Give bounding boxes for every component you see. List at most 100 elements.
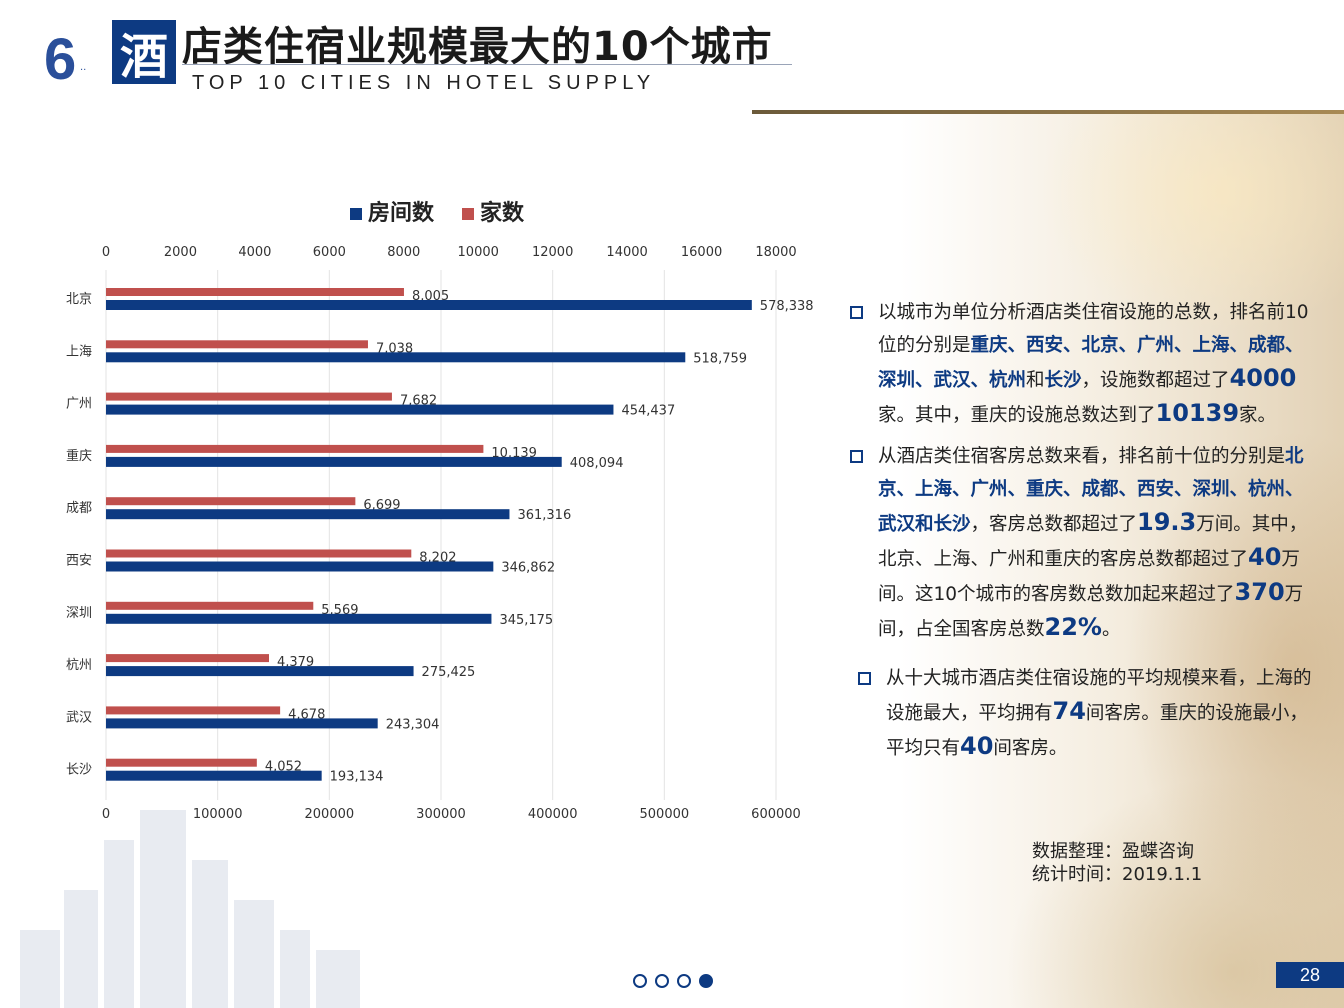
rooms-bar xyxy=(106,718,378,729)
bullet2-text-a: 从酒店类住宿客房总数来看，排名前十位的分别是 xyxy=(878,446,1286,467)
photo-top-border xyxy=(752,110,1344,114)
top-axis-tick-label: 10000 xyxy=(458,245,499,260)
top-axis-tick-label: 0 xyxy=(102,245,110,260)
bullet3-text-e: 间客房。 xyxy=(993,738,1068,759)
bottom-axis-tick-label: 500000 xyxy=(640,807,690,822)
bullet1-text-e: ，设施数都超过了 xyxy=(1081,370,1230,391)
hotels-bar xyxy=(106,340,368,349)
title-first-char-box: 酒 xyxy=(112,20,176,85)
rooms-data-label: 193,134 xyxy=(330,770,384,785)
bottom-axis-tick-label: 600000 xyxy=(751,807,801,822)
bullet2-text-e: 万间。其中，北京、上海、广州和重庆的客房总数都超过了 xyxy=(878,514,1308,570)
bullet2-text-c: ，客房总数都超过了 xyxy=(970,514,1138,535)
top-axis-tick-label: 8000 xyxy=(387,245,420,260)
page-dot-2[interactable] xyxy=(655,974,669,988)
rooms-bar xyxy=(106,613,492,624)
bottom-axis-tick-label: 100000 xyxy=(193,807,243,822)
background-photo xyxy=(752,112,1344,1008)
bullet3-chongqing-avg: 40 xyxy=(960,732,994,760)
rooms-data-label: 518,759 xyxy=(693,351,747,366)
slide-pagination xyxy=(633,974,713,988)
hotels-bar xyxy=(106,392,392,401)
category-label: 深圳 xyxy=(66,606,92,621)
page-dot-4-active[interactable] xyxy=(699,974,713,988)
top-axis-tick-label: 6000 xyxy=(313,245,346,260)
bullet1-chongqing-total: 10139 xyxy=(1155,399,1240,427)
rooms-bar xyxy=(106,404,614,415)
hotel-supply-bar-chart: 房间数 家数 0 2000 4000 6000 8000 10000 12000 14000 160… xyxy=(66,200,814,822)
bullet3-text-c: 间客房。重庆的设施最小，平均只有 xyxy=(886,703,1308,759)
legend-label-1: 房间数 xyxy=(368,200,435,226)
category-label: 北京 xyxy=(66,292,92,307)
rooms-bar xyxy=(106,509,510,520)
top-axis-tick-label: 16000 xyxy=(681,245,722,260)
rooms-data-label: 361,316 xyxy=(517,508,571,523)
bullet2-text-k: 。 xyxy=(1101,619,1121,640)
category-label: 上海 xyxy=(66,344,92,359)
category-label: 西安 xyxy=(66,554,92,569)
page-number: 28 xyxy=(1276,962,1344,988)
page-subtitle-en: TOP 10 CITIES IN HOTEL SUPPLY xyxy=(192,72,656,94)
rooms-data-label: 408,094 xyxy=(570,456,624,471)
page-dot-3[interactable] xyxy=(677,974,691,988)
rooms-data-label: 275,425 xyxy=(422,665,476,680)
bullet2-text-i: 万间，占全国客房总数 xyxy=(878,584,1304,640)
rooms-data-label: 243,304 xyxy=(386,717,440,732)
section-number-dots: .. xyxy=(80,62,87,73)
rooms-data-label: 454,437 xyxy=(621,404,675,419)
top-axis-tick-label: 4000 xyxy=(238,245,271,260)
top-axis-tick-label: 14000 xyxy=(606,245,647,260)
bullet1-cities: 重庆、西安、北京、广州、上海、成都、深圳、武汉、杭州 xyxy=(878,335,1304,391)
hotels-bar xyxy=(106,288,404,296)
bottom-axis-tick-label: 300000 xyxy=(416,807,466,822)
top-axis-tick-label: 12000 xyxy=(532,245,573,260)
analysis-bullet-2: 从酒店类住宿客房总数来看，排名前十位的分别是北京、上海、广州、重庆、成都、西安、… xyxy=(848,440,1318,646)
bullet2-cities: 北京、上海、广州、重庆、成都、西安、深圳、杭州、武汉和长沙 xyxy=(878,446,1304,535)
square-bullet-icon xyxy=(858,672,871,685)
bottom-axis-tick-label: 0 xyxy=(102,807,110,822)
rooms-bar xyxy=(106,770,322,781)
category-label: 成都 xyxy=(66,501,92,516)
rooms-data-label: 578,338 xyxy=(760,299,814,314)
square-bullet-icon xyxy=(850,450,863,463)
bullet1-text-i: 家。 xyxy=(1239,405,1277,426)
legend-swatch-1 xyxy=(350,208,362,220)
top-axis-tick-label: 2000 xyxy=(164,245,197,260)
hotels-bar xyxy=(106,497,356,506)
bullet2-text-g: 万间。这10个城市的客房数总数加起来超过了 xyxy=(878,549,1300,605)
analysis-panel: 以城市为单位分析酒店类住宿设施的总数，排名前10位的分别是重庆、西安、北京、广州… xyxy=(848,296,1318,765)
bullet1-threshold: 4000 xyxy=(1229,364,1297,392)
hotels-bar xyxy=(106,758,257,767)
source-line-1: 数据整理：盈蝶咨询 xyxy=(1032,841,1194,862)
bottom-axis-tick-label: 200000 xyxy=(305,807,355,822)
bullet1-text-a: 以城市为单位分析酒店类住宿设施的总数，排名前10位的分别是 xyxy=(878,302,1309,356)
category-label: 重庆 xyxy=(66,448,92,464)
data-source: 数据整理：盈蝶咨询 统计时间：2019.1.1 xyxy=(1032,840,1202,886)
legend-label-2: 家数 xyxy=(480,200,525,226)
category-label: 杭州 xyxy=(66,658,92,673)
hotels-bar xyxy=(106,601,314,610)
category-label: 长沙 xyxy=(66,763,92,778)
analysis-bullet-1: 以城市为单位分析酒店类住宿设施的总数，排名前10位的分别是重庆、西安、北京、广州… xyxy=(848,296,1318,432)
bullet2-threshold: 19.3 xyxy=(1137,508,1197,536)
rooms-bar xyxy=(106,456,562,467)
bullet2-top4-threshold: 40 xyxy=(1248,543,1282,571)
analysis-bullet-3: 从十大城市酒店类住宿设施的平均规模来看，上海的设施最大，平均拥有74间客房。重庆… xyxy=(848,662,1318,765)
rooms-bar xyxy=(106,300,752,310)
section-number: 6 xyxy=(44,27,76,92)
category-label: 武汉 xyxy=(66,710,92,725)
top-axis-tick-label: 18000 xyxy=(755,245,796,260)
rooms-bar xyxy=(106,561,494,572)
legend-swatch-2 xyxy=(462,208,474,220)
rooms-data-label: 345,175 xyxy=(499,613,553,628)
page-dot-1[interactable] xyxy=(633,974,647,988)
square-bullet-icon xyxy=(850,306,863,319)
category-label: 广州 xyxy=(66,397,92,412)
hotels-bar xyxy=(106,654,269,663)
bullet1-text-c: 和 xyxy=(1026,370,1045,391)
hotels-bar xyxy=(106,706,281,715)
rooms-bar xyxy=(106,666,414,677)
rooms-bar xyxy=(106,352,686,363)
bullet1-text-g: 家。其中，重庆的设施总数达到了 xyxy=(878,405,1156,426)
rooms-data-label: 346,862 xyxy=(501,561,555,576)
